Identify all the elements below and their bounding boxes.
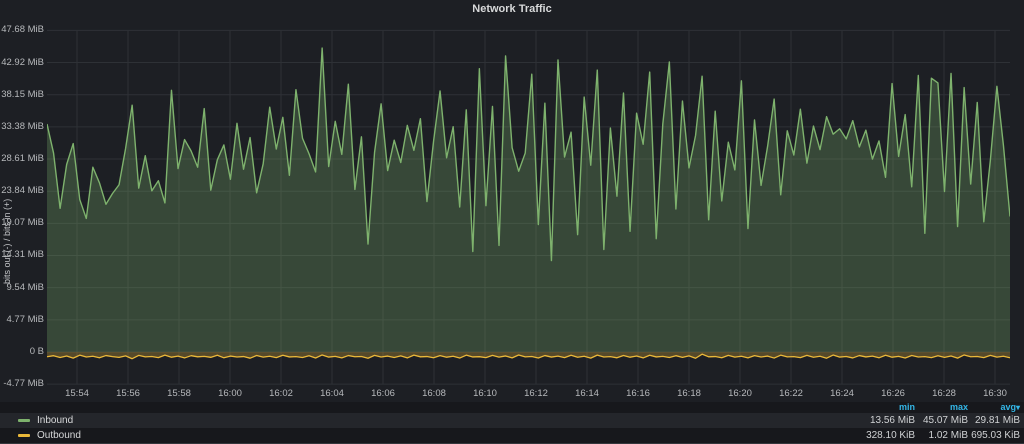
y-tick-label: 33.38 MiB	[1, 120, 44, 132]
x-tick-label: 16:20	[728, 388, 752, 399]
x-tick-label: 15:54	[65, 388, 89, 399]
series-stats: 328.10 KiB 1.02 MiB 695.03 KiB	[845, 430, 1020, 441]
series-label[interactable]: Inbound	[37, 415, 74, 426]
legend-col-avg[interactable]: avg▾	[1000, 402, 1020, 412]
x-tick-label: 16:10	[473, 388, 497, 399]
x-tick-label: 16:06	[371, 388, 395, 399]
y-tick-label: 14.31 MiB	[1, 249, 44, 261]
x-tick-label: 16:04	[320, 388, 344, 399]
series-min-value: 13.56 MiB	[869, 415, 915, 426]
x-tick-label: 16:28	[932, 388, 956, 399]
panel-title[interactable]: Network Traffic	[472, 3, 552, 15]
series-max-value: 1.02 MiB	[928, 430, 968, 441]
legend-col-max[interactable]: max	[949, 402, 968, 412]
y-tick-label: 4.77 MiB	[6, 313, 45, 325]
x-tick-label: 15:58	[167, 388, 191, 399]
legend-row-outbound: Outbound 328.10 KiB 1.02 MiB 695.03 KiB	[0, 428, 1024, 443]
legend-row-inbound: Inbound 13.56 MiB 45.07 MiB 29.81 MiB	[0, 413, 1024, 428]
series-color-dash-icon	[18, 434, 30, 437]
x-tick-label: 16:08	[422, 388, 446, 399]
x-tick-label: 16:16	[626, 388, 650, 399]
traffic-chart	[47, 29, 1010, 385]
sort-caret-icon: ▾	[1015, 403, 1020, 412]
legend-rows: Inbound 13.56 MiB 45.07 MiB 29.81 MiB Outbou…	[0, 413, 1024, 443]
y-tick-label: 0 B	[29, 346, 44, 357]
x-tick-label: 16:24	[830, 388, 854, 399]
legend-header: min max avg▾	[0, 402, 1024, 413]
outbound-line	[47, 353, 1010, 360]
y-tick-label: -4.77 MiB	[3, 378, 44, 390]
x-tick-label: 16:02	[269, 388, 293, 399]
y-tick-label: 23.84 MiB	[1, 185, 44, 197]
x-tick-label: 16:22	[779, 388, 803, 399]
inbound-line	[47, 47, 1010, 262]
series-avg-value: 695.03 KiB	[971, 430, 1020, 441]
plot-area[interactable]	[47, 27, 1010, 385]
x-tick-label: 16:00	[218, 388, 242, 399]
y-tick-label: 47.68 MiB	[1, 24, 44, 36]
series-label[interactable]: Outbound	[37, 430, 81, 441]
y-tick-label: 19.07 MiB	[1, 217, 44, 229]
legend: min max avg▾ Inbound 13.56 MiB 45.07 MiB 29…	[0, 402, 1024, 443]
y-tick-label: 38.15 MiB	[1, 88, 44, 100]
y-tick-label: 42.92 MiB	[1, 56, 44, 68]
x-tick-label: 16:26	[881, 388, 905, 399]
x-tick-label: 16:18	[677, 388, 701, 399]
y-tick-label: 28.61 MiB	[1, 153, 44, 165]
y-tick-label: 9.54 MiB	[6, 281, 45, 293]
series-avg-value: 29.81 MiB	[974, 415, 1020, 426]
x-tick-label: 15:56	[116, 388, 140, 399]
x-tick-label: 16:14	[575, 388, 599, 399]
series-color-dash-icon	[18, 419, 30, 422]
x-tick-label: 16:30	[983, 388, 1007, 399]
series-min-value: 328.10 KiB	[866, 430, 915, 441]
outbound-area	[47, 352, 1010, 359]
inbound-area	[47, 48, 1010, 352]
series-stats: 13.56 MiB 45.07 MiB 29.81 MiB	[845, 415, 1020, 426]
series-max-value: 45.07 MiB	[922, 415, 968, 426]
legend-col-min[interactable]: min	[898, 402, 915, 412]
x-tick-label: 16:12	[524, 388, 548, 399]
